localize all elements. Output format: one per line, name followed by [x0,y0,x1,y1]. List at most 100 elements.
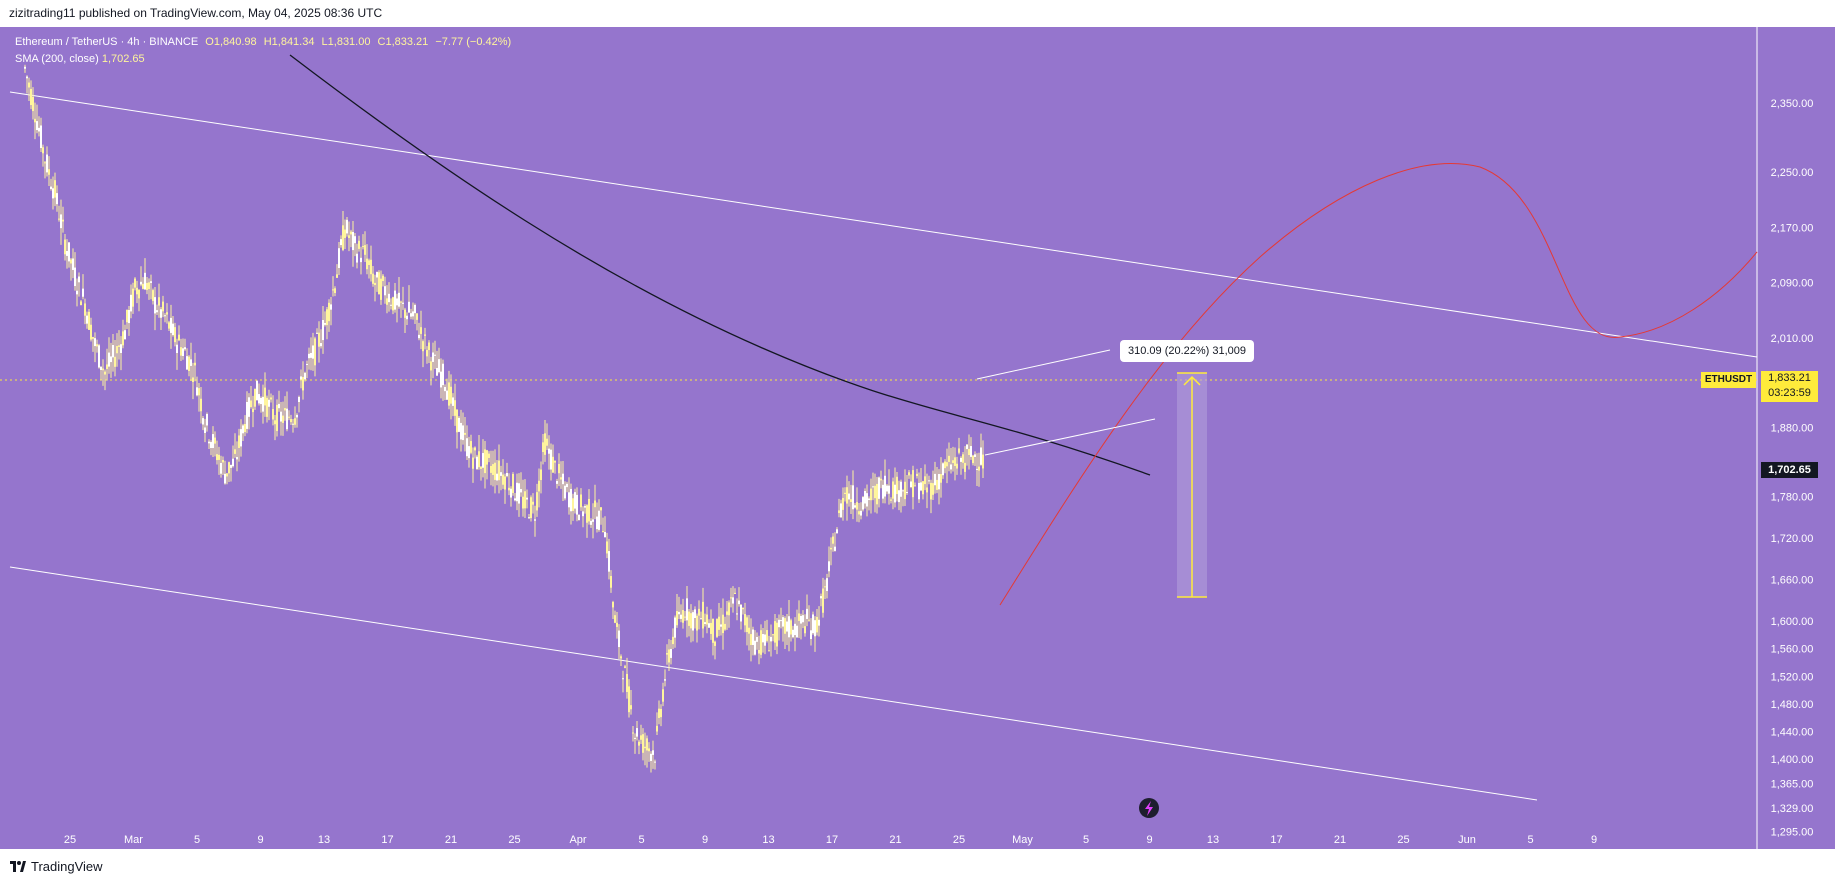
candle-body [142,283,144,289]
candle-body [522,496,524,509]
candle-body [626,673,628,692]
candle-body [26,76,28,79]
candle-body [386,298,388,305]
candle-body [908,472,910,476]
candle-body [346,219,348,234]
candle-body [752,629,754,645]
candle-body [122,331,124,346]
y-tick-label: 2,170.00 [1771,222,1814,234]
candle-body [934,473,936,486]
candle-body [962,454,964,463]
candle-body [798,613,800,621]
candle-body [348,235,350,238]
legend-change: −7.77 (−0.42%) [435,36,512,48]
candle-body [638,741,640,746]
candle-body [374,282,376,286]
chart-area[interactable]: 2,350.00 2,250.00 2,170.00 2,090.00 2,010.00… [0,27,1835,849]
candle-body [206,414,208,426]
candle-body [516,482,518,502]
candle-body [28,82,30,88]
candle-body [64,239,66,255]
candle-body [916,473,918,477]
candle-body [104,371,106,375]
candle-body [128,310,130,324]
candle-body [876,483,878,505]
tradingview-brand[interactable]: TradingView [10,859,103,874]
candle-body [942,463,944,476]
candle-body [686,598,688,621]
candle-body [162,301,164,312]
candle-body [296,414,298,418]
candle-body [388,293,390,303]
candle-body [692,612,694,631]
chart-background [0,27,1835,849]
candle-body [756,637,758,642]
candle-body [972,455,974,464]
candle-body [890,499,892,501]
candle-body [450,386,452,404]
candle-body [652,750,654,755]
candle-body [790,620,792,635]
candle-body [70,259,72,264]
candle-body [238,435,240,448]
candle-body [246,401,248,429]
candle-body [732,597,734,604]
candle-body [738,600,740,605]
candle-body [530,497,532,519]
price-chart[interactable]: 2,350.00 2,250.00 2,170.00 2,090.00 2,010.00… [0,27,1835,849]
candle-body [180,347,182,356]
candle-body [760,630,762,655]
candle-body [866,493,868,507]
candle-body [854,505,856,508]
publisher-text: zizitrading11 published on TradingView.c… [9,6,383,20]
chart-legend: Ethereum / TetherUS · 4h · BINANCE O1,84… [15,34,515,68]
x-tick-label: 25 [1397,834,1409,846]
candle-body [702,601,704,629]
candle-body [402,302,404,304]
candle-body [60,214,62,229]
flag-upper-line [976,349,1111,380]
candle-body [54,180,56,198]
candle-body [772,634,774,636]
candle-body [926,487,928,493]
candle-body [434,354,436,356]
candle-body [864,490,866,504]
y-tick-label: 1,600.00 [1771,616,1814,628]
candle-body [430,361,432,371]
candle-body [396,298,398,306]
candle-body [210,442,212,449]
candle-body [124,330,126,340]
candle-body [132,288,134,307]
legend-open: O1,840.98 [205,36,257,48]
candle-body [814,620,816,637]
candle-body [476,456,478,469]
candle-body [36,121,38,131]
candle-body [688,611,690,626]
candle-body [452,397,454,406]
candle-body [76,290,78,295]
candle-body [894,484,896,503]
candle-body [570,488,572,512]
candle-body [360,257,362,263]
candle-body [742,607,744,610]
candle-body [354,236,356,244]
candle-body [300,376,302,380]
candle-body [500,472,502,476]
candle-body [310,352,312,358]
candle-body [612,602,614,608]
candle-body [432,352,434,362]
candle-body [950,464,952,470]
candle-body [446,390,448,400]
candle-body [546,438,548,446]
candle-body [418,334,420,339]
candle-body [924,476,926,485]
candle-body [614,615,616,623]
candle-body [474,447,476,451]
candle-body [572,498,574,511]
candle-body [618,630,620,648]
candle-body [242,425,244,434]
candle-body [698,608,700,616]
lower-channel-line [9,566,1538,801]
candle-body [438,359,440,373]
candle-body [80,301,82,306]
